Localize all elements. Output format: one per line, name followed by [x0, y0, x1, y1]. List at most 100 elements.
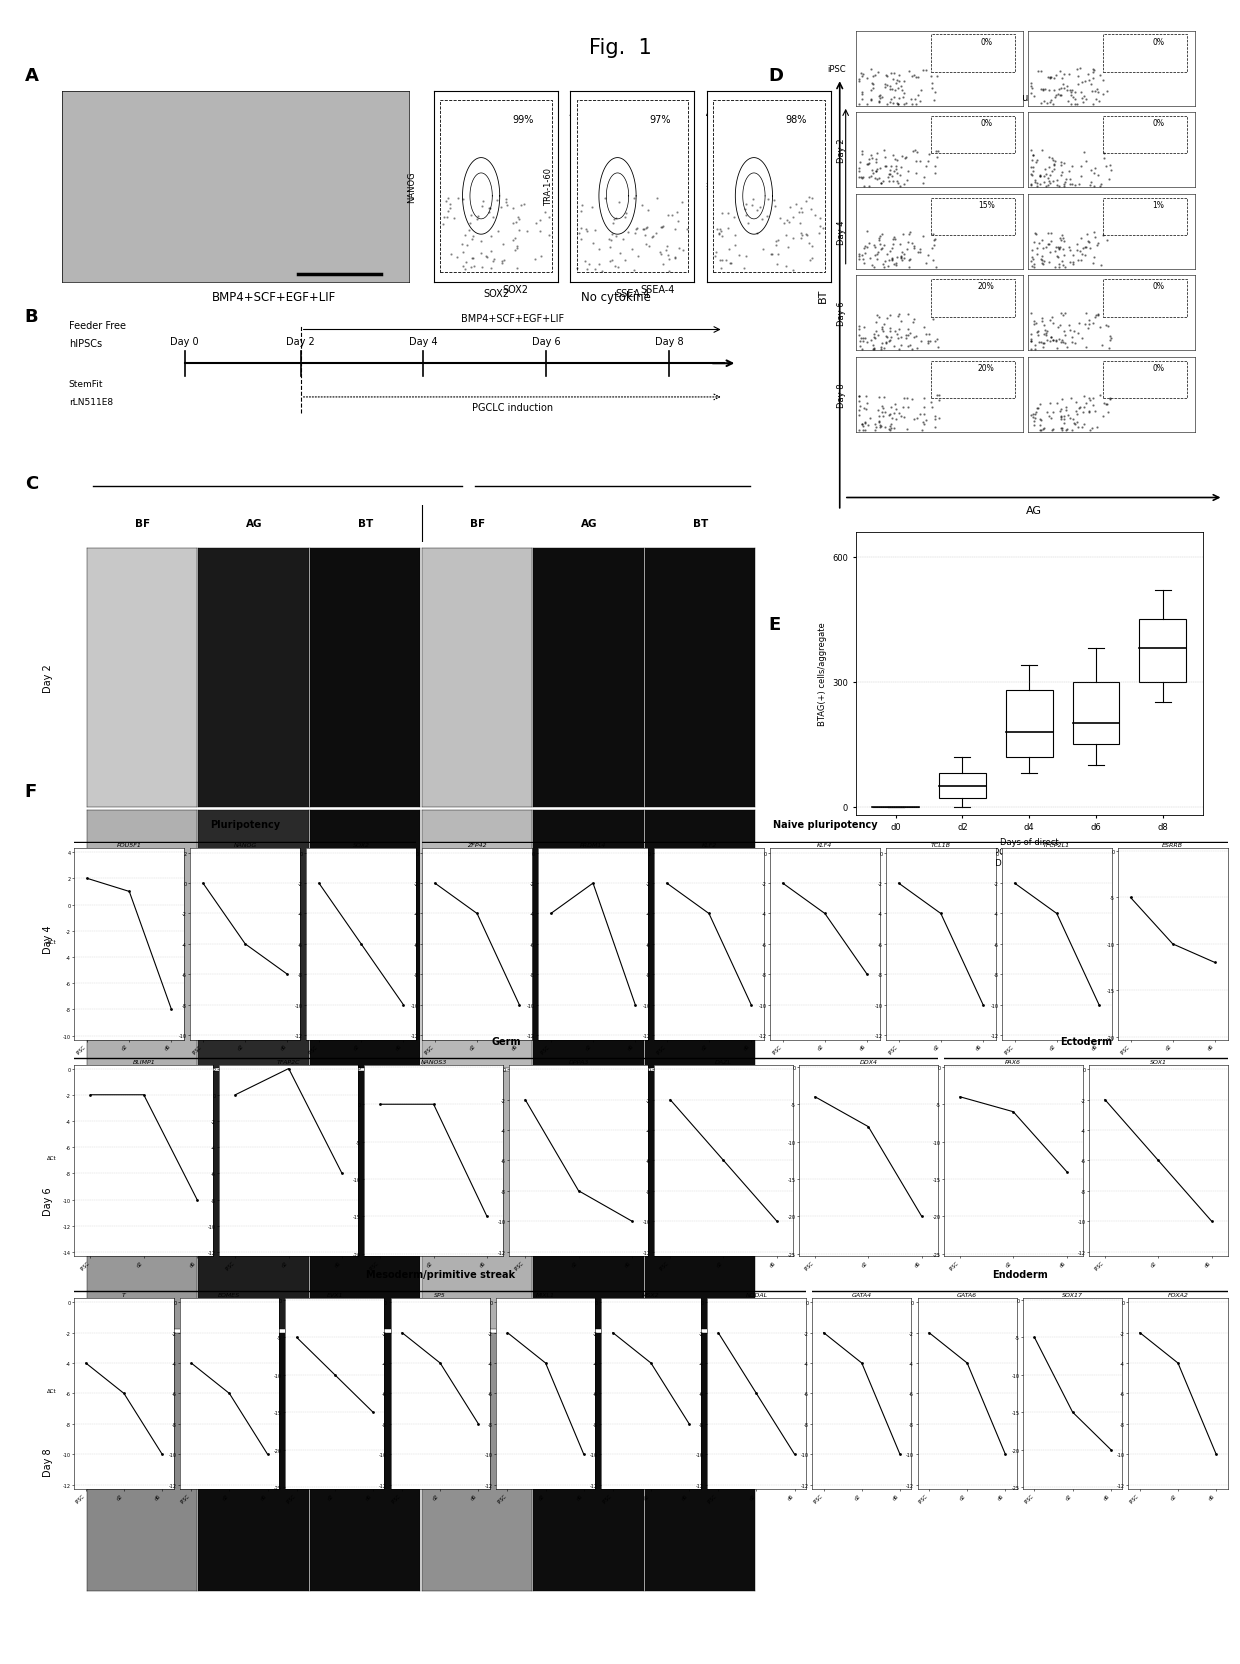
Point	[879, 168, 899, 195]
Point	[647, 185, 667, 211]
Point	[1039, 168, 1059, 195]
Point	[1022, 171, 1042, 198]
Point	[849, 165, 869, 191]
Point	[914, 394, 934, 421]
Point	[869, 83, 889, 110]
Point	[1052, 150, 1071, 176]
Point	[885, 78, 905, 105]
Point	[916, 155, 936, 181]
Point	[919, 243, 939, 270]
Point	[1022, 173, 1042, 200]
Point	[1075, 68, 1095, 95]
Point	[1089, 80, 1109, 106]
Point	[1081, 158, 1101, 185]
Point	[1024, 255, 1044, 281]
Point	[567, 255, 587, 281]
Point	[1074, 383, 1094, 409]
Title: DDX4: DDX4	[859, 1058, 878, 1063]
Point	[1075, 311, 1095, 338]
Point	[1087, 303, 1107, 329]
Point	[1075, 235, 1095, 261]
Point	[1053, 416, 1073, 443]
Point	[770, 205, 790, 231]
Point	[849, 388, 869, 414]
Point	[1039, 77, 1059, 103]
Point	[1060, 171, 1080, 198]
Point	[910, 401, 930, 428]
Point	[668, 208, 688, 235]
Point	[1048, 245, 1068, 271]
Point	[729, 243, 749, 270]
Point	[884, 416, 904, 443]
Point	[869, 226, 889, 253]
Point	[604, 206, 624, 233]
Point	[651, 241, 671, 268]
Bar	[931, 35, 1014, 73]
Point	[859, 245, 879, 271]
Point	[711, 218, 730, 245]
Point	[1037, 318, 1056, 344]
Point	[776, 208, 796, 235]
Point	[872, 85, 892, 111]
Point	[1099, 336, 1118, 363]
Point	[796, 223, 816, 250]
Point	[849, 160, 869, 186]
Point	[635, 221, 655, 248]
Point	[642, 225, 662, 251]
Point	[658, 203, 678, 230]
Point	[1034, 170, 1054, 196]
Point	[882, 248, 901, 275]
Point	[859, 231, 879, 258]
Point	[1092, 82, 1112, 108]
Point	[928, 63, 947, 90]
Point	[864, 324, 884, 351]
Point	[1076, 391, 1096, 418]
Point	[495, 248, 515, 275]
Point	[1076, 148, 1096, 175]
Point	[1049, 77, 1069, 103]
Point	[1053, 72, 1073, 98]
Point	[851, 150, 870, 176]
Point	[925, 226, 945, 253]
Point	[1084, 161, 1104, 188]
Point	[928, 326, 947, 353]
Point	[879, 403, 899, 429]
Point	[868, 323, 888, 349]
Point	[921, 63, 941, 90]
Point	[926, 255, 946, 281]
Point	[875, 248, 895, 275]
Point	[880, 73, 900, 100]
Point	[761, 241, 781, 268]
Point	[1060, 77, 1080, 103]
Point	[1032, 90, 1052, 116]
Point	[463, 223, 482, 250]
Title: GATA6: GATA6	[957, 1291, 977, 1296]
Point	[1061, 329, 1081, 356]
Point	[1032, 418, 1052, 444]
Text: Germ: Germ	[491, 1037, 521, 1047]
Point	[916, 408, 936, 434]
Point	[853, 413, 873, 439]
Point	[925, 404, 945, 431]
Point	[610, 190, 630, 216]
Point	[925, 328, 945, 354]
Point	[1054, 173, 1074, 200]
Point	[921, 72, 941, 98]
Point	[897, 90, 916, 116]
Point	[1030, 329, 1050, 356]
Point	[914, 386, 934, 413]
Point	[1054, 75, 1074, 102]
Bar	[939, 774, 986, 799]
Point	[905, 138, 925, 165]
Point	[634, 216, 653, 243]
Point	[660, 246, 680, 273]
Point	[453, 186, 472, 213]
Point	[880, 401, 900, 428]
Point	[1033, 251, 1053, 278]
Point	[805, 203, 825, 230]
Point	[1022, 336, 1042, 363]
Point	[1066, 57, 1086, 83]
Point	[1024, 413, 1044, 439]
Point	[1034, 248, 1054, 275]
Point	[879, 319, 899, 346]
